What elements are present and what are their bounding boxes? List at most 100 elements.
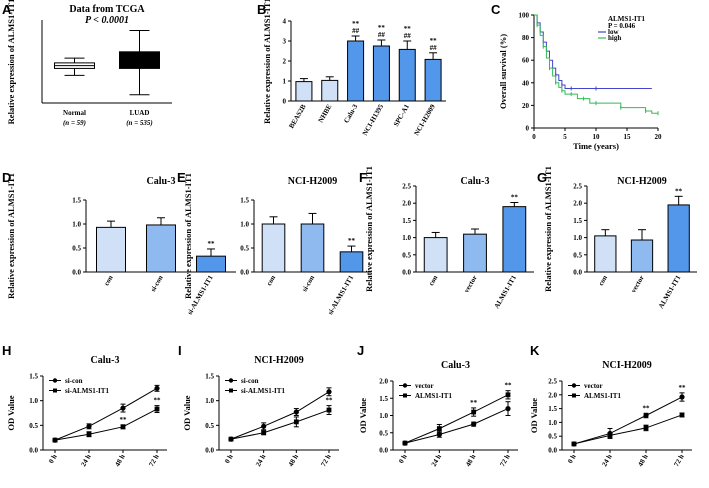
- data-point: [505, 392, 511, 398]
- significance-mark: **: [120, 416, 128, 424]
- y-axis-label: Relative expression of ALMS1-IT1: [6, 0, 16, 124]
- y-tick-label: 3: [283, 38, 287, 46]
- panel-label-g: G: [537, 170, 547, 185]
- x-tick-label: 24 h: [254, 453, 267, 468]
- x-tick-label: con: [265, 274, 277, 287]
- panel-b: 0 1 2 3 4 Relative expression of ALMS1-IT1 BEA…: [262, 0, 446, 137]
- legend-marker: [53, 388, 57, 393]
- y-axis-label: Relative expression of ALMS1-IT1: [262, 0, 272, 124]
- legend-entry: si-ALMS1-IT1: [241, 387, 285, 395]
- x-tick-label: 72 h: [147, 453, 160, 468]
- y-tick-label: 2.0: [548, 391, 557, 399]
- y-tick-label: 0.5: [573, 251, 582, 259]
- y-tick-label: 1.0: [573, 234, 582, 242]
- y-tick-label: 2.0: [573, 200, 582, 208]
- data-point: [120, 405, 126, 411]
- x-tick-label: 0 h: [566, 453, 578, 465]
- y-tick-label: 100: [519, 12, 530, 20]
- y-axis-label: Relative expression of ALMS1-IT1: [6, 173, 16, 299]
- y-tick-label: 0.5: [240, 245, 249, 253]
- x-tick-label: 72 h: [672, 453, 685, 468]
- bar: [196, 255, 226, 273]
- panel-label-k: K: [530, 343, 540, 358]
- data-point: [326, 407, 332, 413]
- y-tick-label: 1.0: [72, 221, 81, 229]
- y-axis-label: OD Value: [182, 395, 192, 430]
- y-tick-label: 0.0: [573, 269, 582, 277]
- chart-title: NCI-H2009: [254, 355, 303, 366]
- legend-marker: [571, 383, 577, 388]
- x-tick-label: 0 h: [47, 453, 59, 465]
- y-tick-label: 2.5: [402, 183, 411, 191]
- y-tick-label: 1.5: [548, 405, 557, 413]
- y-tick-label: 0.0: [379, 447, 388, 455]
- chart-title: Calu-3: [461, 176, 490, 187]
- chart-subtitle: P < 0.0001: [85, 15, 129, 26]
- x-tick-label: con: [103, 274, 115, 287]
- x-tick-label: Calu-3: [342, 103, 359, 125]
- panel-label-a: A: [2, 2, 12, 17]
- data-point: [679, 394, 685, 400]
- x-tick-label: ALMS1-IT1: [493, 274, 519, 310]
- data-point: [154, 385, 160, 391]
- significance-mark: ##: [352, 27, 360, 35]
- y-tick-label: 1.0: [402, 234, 411, 242]
- chart-title: Calu-3: [441, 360, 470, 371]
- significance-mark: **: [154, 397, 162, 405]
- x-tick-label: 48 h: [636, 453, 649, 468]
- x-tick-label: NCI-H1395: [361, 103, 385, 137]
- bar: [502, 206, 527, 273]
- y-tick-label: 0.0: [29, 447, 38, 455]
- bar: [667, 204, 690, 273]
- data-point: [261, 423, 267, 429]
- y-axis-label: OD Value: [6, 395, 16, 430]
- x-tick-label: vector: [629, 274, 645, 294]
- significance-mark: **: [675, 187, 683, 195]
- legend-entry: ALMS1-IT1: [584, 392, 621, 400]
- bar: [295, 81, 313, 102]
- data-point: [471, 421, 477, 427]
- x-tick-label: 48 h: [113, 453, 126, 468]
- legend-marker: [403, 393, 407, 398]
- data-point: [436, 426, 442, 432]
- y-tick-label: 0: [283, 98, 287, 106]
- significance-mark: **: [511, 194, 519, 202]
- x-tick-label: NCI-H2009: [413, 103, 437, 137]
- y-tick-label: 0.0: [72, 269, 81, 277]
- significance-mark: **: [208, 240, 216, 248]
- x-tick-label: vector: [462, 274, 478, 294]
- y-tick-label: 0: [526, 125, 530, 133]
- significance-mark: ##: [404, 32, 412, 40]
- bar: [594, 235, 617, 273]
- y-tick-label: 0.5: [205, 422, 214, 430]
- significance-mark: **: [470, 399, 478, 407]
- data-point: [293, 409, 299, 415]
- panel-label-c: C: [491, 2, 501, 17]
- x-tick-label: 5: [563, 133, 567, 141]
- y-tick-label: 2.0: [379, 378, 388, 386]
- x-tick-label: ALMS1-IT1: [657, 274, 683, 310]
- legend-title: ALMS1-IT1: [608, 15, 645, 23]
- legend-entry: vector: [584, 382, 603, 390]
- bar: [424, 58, 442, 102]
- x-tick-label: 20: [655, 133, 663, 141]
- x-tick-label: LUAD: [130, 109, 150, 117]
- panel-f: 0.0 0.5 1.0 1.5 2.0 2.5 Relative expression of…: [364, 166, 534, 310]
- data-point: [326, 389, 332, 395]
- significance-mark: ##: [430, 44, 438, 52]
- panel-label-b: B: [257, 2, 266, 17]
- x-tick-label: 72 h: [498, 453, 511, 468]
- y-axis-label: Relative expression of ALMS1-IT1: [183, 173, 193, 299]
- y-tick-label: 1.5: [205, 373, 214, 381]
- significance-mark: **: [430, 37, 438, 45]
- series-line-circle: [573, 396, 683, 445]
- significance-mark: **: [352, 20, 360, 28]
- y-tick-label: 1.0: [379, 412, 388, 420]
- x-tick-label: Normal: [63, 109, 86, 117]
- x-tick-label: si-con: [301, 274, 317, 293]
- data-point: [86, 431, 92, 437]
- x-tick-label: 0 h: [397, 453, 409, 465]
- y-tick-label: 2.5: [548, 378, 557, 386]
- bar: [300, 223, 325, 273]
- legend-marker: [572, 393, 576, 398]
